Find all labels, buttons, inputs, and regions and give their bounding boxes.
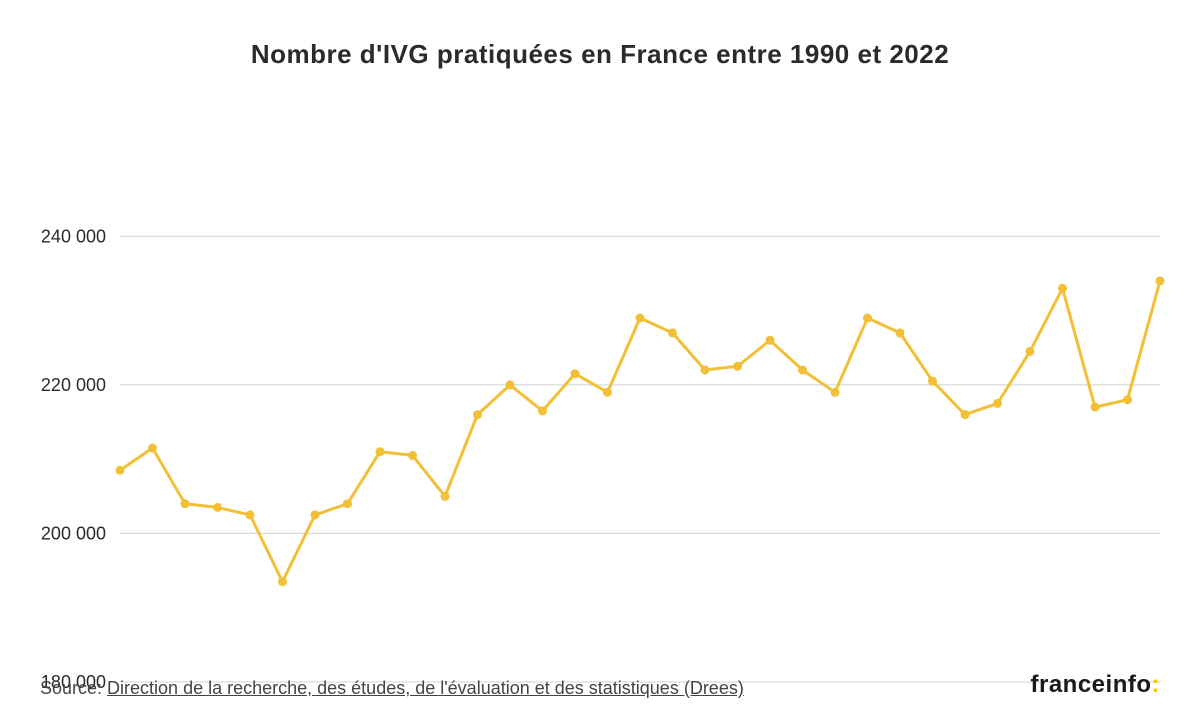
data-point	[864, 314, 872, 322]
brand-logo: franceinfo:	[1030, 671, 1160, 699]
data-point	[474, 411, 482, 419]
data-point	[961, 411, 969, 419]
data-point	[539, 407, 547, 415]
data-point	[344, 500, 352, 508]
brand-accent: :	[1152, 671, 1161, 698]
data-point	[506, 381, 514, 389]
data-point	[149, 444, 157, 452]
data-point	[701, 366, 709, 374]
data-point	[766, 337, 774, 345]
chart-title: Nombre d'IVG pratiquées en France entre …	[0, 17, 1200, 70]
data-point	[376, 448, 384, 456]
line-chart-svg: 180 000200 000220 000240 000199019952000…	[0, 77, 1200, 697]
data-point	[214, 504, 222, 512]
data-point	[604, 389, 612, 397]
series-line	[120, 281, 1160, 582]
brand-text: franceinfo	[1030, 671, 1151, 698]
data-point	[636, 314, 644, 322]
data-point	[994, 400, 1002, 408]
data-point	[1124, 396, 1132, 404]
data-point	[896, 329, 904, 337]
data-point	[929, 378, 937, 386]
data-point	[1091, 404, 1099, 412]
data-point	[571, 370, 579, 378]
footer: Source: Direction de la recherche, des é…	[40, 671, 1160, 699]
data-point	[116, 467, 124, 475]
data-point	[279, 578, 287, 586]
data-point	[669, 329, 677, 337]
y-tick-label: 240 000	[41, 227, 106, 247]
data-point	[831, 389, 839, 397]
data-point	[799, 366, 807, 374]
y-tick-label: 220 000	[41, 375, 106, 395]
data-point	[1059, 285, 1067, 293]
data-point	[409, 452, 417, 460]
source-link[interactable]: Direction de la recherche, des études, d…	[107, 678, 744, 698]
data-point	[1026, 348, 1034, 356]
y-tick-label: 200 000	[41, 524, 106, 544]
data-point	[441, 493, 449, 501]
source-line: Source: Direction de la recherche, des é…	[40, 678, 744, 699]
data-point	[246, 511, 254, 519]
data-point	[1156, 277, 1164, 285]
chart-area: 180 000200 000220 000240 000199019952000…	[0, 77, 1200, 702]
source-prefix: Source:	[40, 678, 107, 698]
data-point	[181, 500, 189, 508]
data-point	[734, 363, 742, 371]
data-point	[311, 511, 319, 519]
